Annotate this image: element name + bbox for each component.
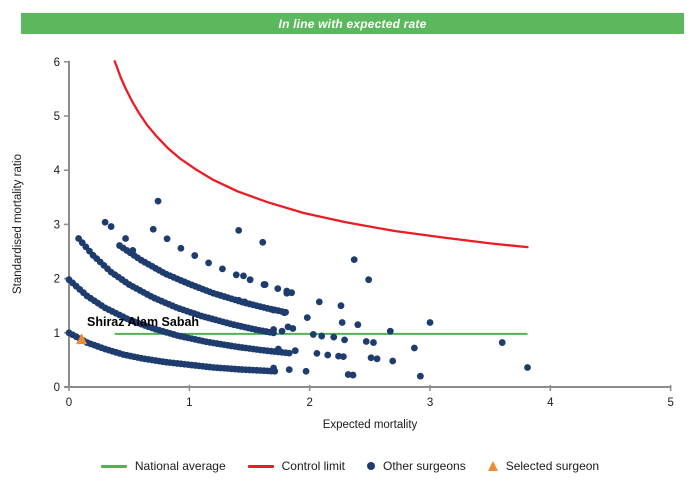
legend-item-national-average: National average (100, 459, 226, 473)
surgeon-point[interactable] (426, 319, 434, 326)
surgeon-point[interactable] (362, 338, 370, 345)
y-tick-label: 3 (54, 219, 60, 231)
selected-surgeon-marker[interactable] (76, 333, 88, 345)
surgeon-point[interactable] (350, 256, 358, 264)
surgeon-point[interactable] (163, 235, 171, 243)
y-axis: 0 1 2 3 4 5 6 (54, 57, 70, 394)
surgeon-point[interactable] (107, 223, 115, 230)
x-tick-label: 0 (66, 397, 72, 409)
surgeon-point[interactable] (232, 271, 240, 279)
surgeon-point[interactable] (149, 225, 157, 233)
legend-item-control-limit: Control limit (247, 459, 345, 473)
surgeon-point[interactable] (241, 298, 249, 306)
surgeon-point[interactable] (386, 327, 394, 335)
surgeon-point[interactable] (285, 349, 293, 357)
surgeon-point[interactable] (289, 325, 297, 332)
surgeon-point[interactable] (339, 353, 347, 361)
surgeon-point[interactable] (285, 366, 293, 374)
surgeon-point[interactable] (291, 347, 299, 355)
surgeon-point[interactable] (349, 371, 357, 379)
status-banner: In line with expected rate (21, 13, 684, 34)
surgeon-point[interactable] (246, 276, 254, 284)
x-axis-title: Expected mortality (323, 419, 418, 431)
legend-label-selected-surgeon: Selected surgeon (505, 459, 600, 473)
y-axis-title: Standardised mortality ratio (12, 154, 24, 294)
surgeon-point[interactable] (303, 314, 311, 322)
y-tick-label: 6 (54, 57, 60, 69)
surgeon-point[interactable] (219, 265, 226, 273)
surgeon-point[interactable] (235, 226, 243, 234)
surgeon-point[interactable] (318, 332, 326, 340)
surgeon-point[interactable] (330, 333, 338, 341)
surgeon-point[interactable] (302, 367, 310, 375)
surgeon-point[interactable] (177, 244, 185, 252)
legend-label-control-limit: Control limit (281, 459, 345, 473)
surgeon-point[interactable] (367, 354, 375, 362)
surgeon-point[interactable] (270, 306, 277, 314)
surgeon-point[interactable] (283, 289, 291, 297)
funnel-plot: 0 1 2 3 4 5 6 0 1 2 3 4 5 Expected mortality Standa… (12, 57, 674, 431)
surgeon-point[interactable] (341, 336, 348, 344)
surgeon-point[interactable] (259, 238, 267, 246)
x-tick-label: 1 (186, 397, 192, 409)
surgeon-point[interactable] (338, 319, 346, 326)
surgeon-point[interactable] (240, 272, 247, 280)
selected-surgeon-triangle-swatch (487, 461, 498, 471)
control-limit-curve (113, 60, 529, 249)
surgeon-point[interactable] (370, 339, 377, 346)
surgeon-point[interactable] (281, 309, 288, 317)
legend-label-other-surgeons: Other surgeons (382, 459, 466, 473)
x-tick-label: 5 (667, 397, 673, 409)
selected-surgeon-label: Shiraz Alam Sabah (87, 315, 199, 329)
y-tick-label: 1 (54, 328, 60, 340)
surgeon-point[interactable] (389, 357, 397, 365)
surgeon-point[interactable] (337, 302, 345, 310)
surgeon-point[interactable] (274, 345, 282, 353)
x-tick-label: 2 (306, 397, 312, 409)
x-tick-label: 3 (427, 397, 433, 409)
surgeon-point[interactable] (309, 331, 317, 338)
surgeon-point[interactable] (274, 285, 282, 293)
surgeon-point[interactable] (278, 327, 286, 335)
surgeon-point[interactable] (191, 252, 199, 259)
legend-label-national-average: National average (134, 459, 226, 473)
x-tick-label: 4 (547, 397, 554, 409)
other-surgeons-points (65, 197, 531, 380)
control-limit-line-swatch (247, 464, 274, 468)
status-banner-text: In line with expected rate (278, 16, 427, 31)
surgeon-point[interactable] (313, 349, 321, 357)
surgeon-point[interactable] (324, 351, 332, 359)
surgeon-point[interactable] (101, 218, 109, 226)
surgeon-point[interactable] (270, 364, 277, 372)
y-tick-label: 4 (54, 165, 61, 177)
x-axis: 0 1 2 3 4 5 (64, 385, 674, 409)
surgeon-point[interactable] (122, 235, 129, 242)
surgeon-point[interactable] (235, 296, 243, 304)
legend-item-other-surgeons: Other surgeons (366, 459, 466, 473)
surgeon-point[interactable] (315, 298, 323, 306)
surgeon-point[interactable] (261, 281, 269, 288)
surgeon-point[interactable] (270, 326, 277, 333)
surgeon-point[interactable] (373, 355, 381, 363)
surgeon-point[interactable] (524, 364, 531, 371)
surgeon-point[interactable] (498, 339, 506, 346)
surgeon-point[interactable] (205, 259, 212, 267)
chart-legend: National average Control limit Other sur… (0, 459, 700, 473)
y-tick-label: 0 (54, 382, 60, 394)
y-tick-label: 2 (54, 274, 60, 286)
surgeon-point[interactable] (416, 372, 424, 380)
other-surgeons-dot-swatch (366, 462, 375, 470)
surgeon-point[interactable] (365, 276, 373, 284)
legend-item-selected-surgeon: Selected surgeon (487, 459, 600, 473)
surgeon-point[interactable] (410, 344, 418, 352)
y-tick-label: 5 (54, 111, 60, 123)
surgeon-point[interactable] (154, 197, 162, 205)
national-average-line-swatch (100, 464, 127, 468)
surgeon-point[interactable] (129, 247, 137, 254)
surgeon-point[interactable] (354, 321, 362, 329)
